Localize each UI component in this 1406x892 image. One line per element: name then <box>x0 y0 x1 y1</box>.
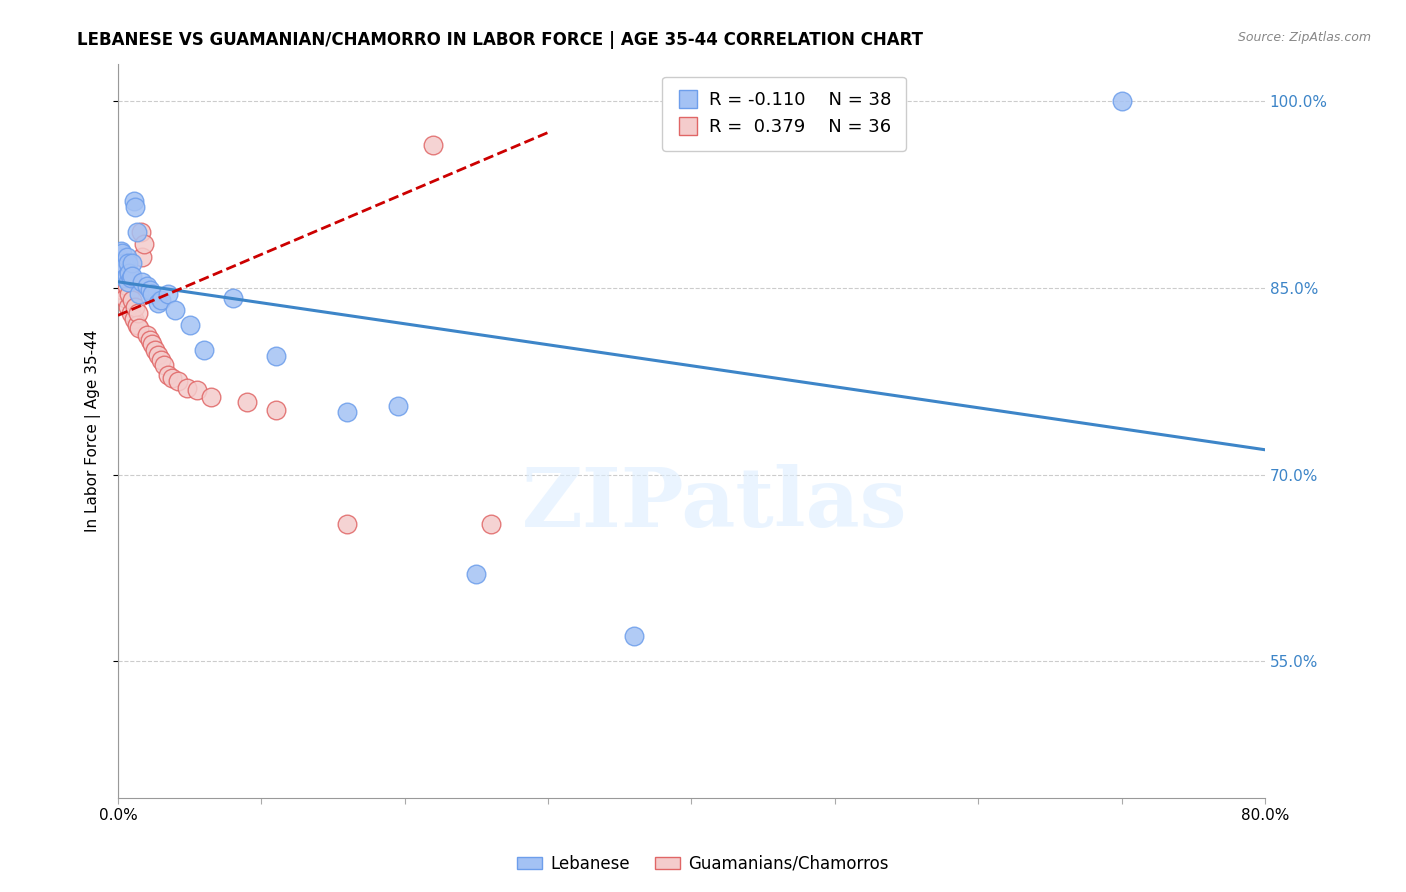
Point <box>114 271 136 285</box>
Point <box>135 328 157 343</box>
Point <box>146 296 169 310</box>
Point <box>115 278 138 293</box>
Point <box>114 259 136 273</box>
Point <box>162 370 184 384</box>
Point <box>135 278 157 293</box>
Point <box>115 250 138 264</box>
Point <box>157 287 180 301</box>
Point <box>117 256 139 270</box>
Point <box>108 250 131 264</box>
Legend: Lebanese, Guamanians/Chamorros: Lebanese, Guamanians/Chamorros <box>510 848 896 880</box>
Point <box>479 517 502 532</box>
Point <box>264 350 287 364</box>
Point <box>387 399 409 413</box>
Text: ZIPatlas: ZIPatlas <box>522 465 907 544</box>
Point <box>112 256 135 270</box>
Point <box>118 287 141 301</box>
Point <box>129 225 152 239</box>
Point <box>115 268 138 283</box>
Point <box>167 374 190 388</box>
Point <box>264 403 287 417</box>
Point <box>132 237 155 252</box>
Point <box>165 303 187 318</box>
Point <box>336 517 359 532</box>
Text: LEBANESE VS GUAMANIAN/CHAMORRO IN LABOR FORCE | AGE 35-44 CORRELATION CHART: LEBANESE VS GUAMANIAN/CHAMORRO IN LABOR … <box>77 31 924 49</box>
Point <box>153 358 176 372</box>
Point <box>108 266 131 280</box>
Point <box>149 353 172 368</box>
Point <box>120 271 142 285</box>
Point <box>193 343 215 358</box>
Point <box>110 275 132 289</box>
Point <box>121 256 143 270</box>
Point <box>623 629 645 643</box>
Point <box>117 300 139 314</box>
Point <box>1111 95 1133 109</box>
Point <box>138 284 160 298</box>
Point <box>125 318 148 333</box>
Point <box>110 253 132 268</box>
Point <box>114 291 136 305</box>
Point <box>146 348 169 362</box>
Point <box>128 320 150 334</box>
Point <box>124 300 146 314</box>
Point <box>112 266 135 280</box>
Point <box>121 268 143 283</box>
Point <box>112 271 135 285</box>
Point <box>141 337 163 351</box>
Point <box>131 275 153 289</box>
Point <box>422 137 444 152</box>
Point <box>128 287 150 301</box>
Point <box>111 262 134 277</box>
Point <box>465 567 488 582</box>
Point <box>179 318 201 333</box>
Point <box>122 312 145 326</box>
Point <box>131 250 153 264</box>
Point <box>236 395 259 409</box>
Legend: R = -0.110    N = 38, R =  0.379    N = 36: R = -0.110 N = 38, R = 0.379 N = 36 <box>662 77 905 151</box>
Text: Source: ZipAtlas.com: Source: ZipAtlas.com <box>1237 31 1371 45</box>
Point <box>221 291 243 305</box>
Point <box>121 293 143 308</box>
Point <box>200 391 222 405</box>
Point <box>157 368 180 382</box>
Point <box>122 194 145 208</box>
Point <box>141 287 163 301</box>
Y-axis label: In Labor Force | Age 35-44: In Labor Force | Age 35-44 <box>86 330 101 533</box>
Point <box>149 293 172 308</box>
Point <box>125 225 148 239</box>
Point <box>120 306 142 320</box>
Point <box>336 405 359 419</box>
Point <box>111 246 134 260</box>
Point <box>186 383 208 397</box>
Point <box>124 200 146 214</box>
Point <box>138 333 160 347</box>
Point <box>118 266 141 280</box>
Point <box>127 306 149 320</box>
Point <box>143 343 166 358</box>
Point <box>111 284 134 298</box>
Point <box>176 380 198 394</box>
Point <box>110 244 132 258</box>
Point <box>117 275 139 289</box>
